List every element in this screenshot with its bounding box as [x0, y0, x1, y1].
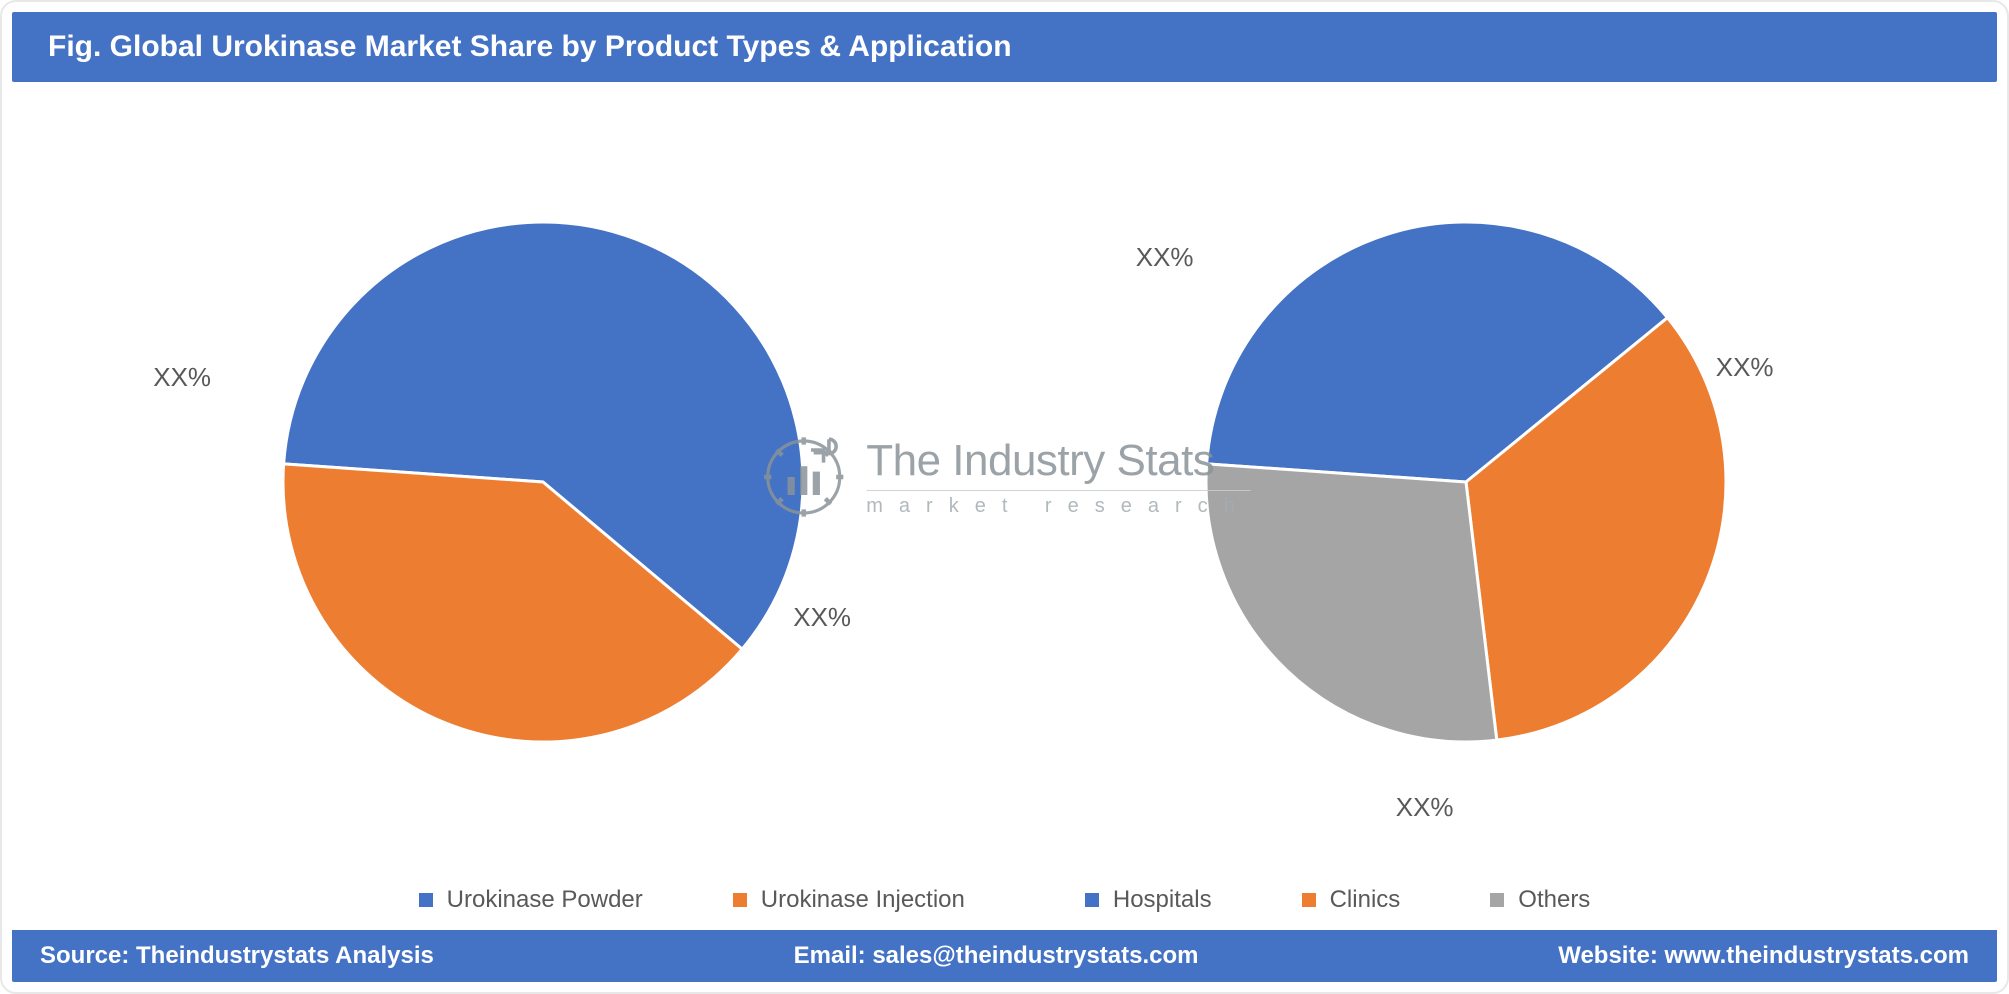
footer-website: Website: www.theindustrystats.com [1558, 942, 1969, 970]
legend-label: Hospitals [1113, 886, 1212, 914]
legend-item: Urokinase Injection [733, 886, 965, 914]
chart-title: Fig. Global Urokinase Market Share by Pr… [48, 30, 1012, 63]
legend-item: Hospitals [1085, 886, 1212, 914]
legend-label: Others [1518, 886, 1590, 914]
legend-swatch [419, 893, 433, 907]
legend-product-types: Urokinase Powder Urokinase Injection [419, 886, 965, 914]
legend-item: Others [1490, 886, 1590, 914]
pie-chart-application: XX%XX%XX% [1116, 182, 1816, 782]
footer-bar: Source: Theindustrystats Analysis Email:… [12, 930, 1997, 982]
legend-swatch [733, 893, 747, 907]
legend-swatch [1302, 893, 1316, 907]
legend-label: Urokinase Powder [447, 886, 643, 914]
pie-chart-product-types: XX%XX% [193, 182, 893, 782]
legend-application: Hospitals Clinics Others [1085, 886, 1590, 914]
chart-title-bar: Fig. Global Urokinase Market Share by Pr… [12, 12, 1997, 82]
pie-slice [1206, 464, 1497, 742]
slice-label: XX% [1396, 792, 1454, 823]
footer-source: Source: Theindustrystats Analysis [40, 942, 434, 970]
legend-swatch [1085, 893, 1099, 907]
footer-email: Email: sales@theindustrystats.com [794, 942, 1199, 970]
slice-label: XX% [1716, 352, 1774, 383]
legend-label: Clinics [1330, 886, 1401, 914]
legend-swatch [1490, 893, 1504, 907]
legend-item: Urokinase Powder [419, 886, 643, 914]
legend-label: Urokinase Injection [761, 886, 965, 914]
chart-area: XX%XX% XX%XX%XX% The Industry Stats mark… [2, 92, 2007, 862]
slice-label: XX% [1136, 242, 1194, 273]
slice-label: XX% [153, 362, 211, 393]
slice-label: XX% [793, 602, 851, 633]
legend-item: Clinics [1302, 886, 1401, 914]
legend-row: Urokinase Powder Urokinase Injection Hos… [2, 886, 2007, 914]
